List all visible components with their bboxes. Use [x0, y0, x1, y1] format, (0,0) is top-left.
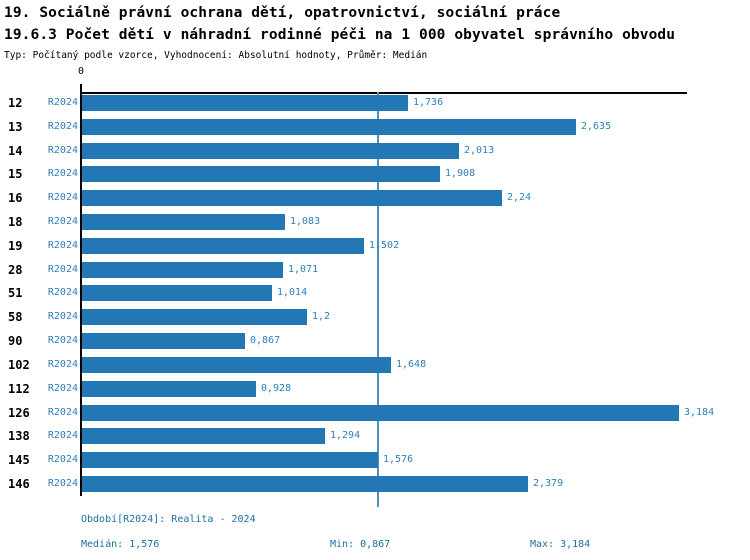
row-series-label: R2024: [47, 216, 78, 227]
bar-value-label: 2,635: [581, 121, 612, 132]
row-category-label: 14: [8, 144, 23, 158]
row-category-label: 102: [8, 358, 30, 372]
bar: [82, 262, 283, 278]
x-axis-tick: [80, 84, 82, 92]
bar-value-label: 3,184: [684, 407, 715, 418]
row-category-label: 145: [8, 453, 30, 467]
bar-value-label: 1,071: [288, 264, 319, 275]
bar-value-label: 2,379: [533, 478, 564, 489]
row-series-label: R2024: [47, 287, 78, 298]
bar: [82, 119, 576, 135]
bar-value-label: 1,502: [369, 240, 400, 251]
row-series-label: R2024: [47, 97, 78, 108]
row-category-label: 19: [8, 239, 23, 253]
bar-value-label: 1,908: [445, 168, 476, 179]
row-category-label: 58: [8, 310, 23, 324]
row-series-label: R2024: [47, 430, 78, 441]
bar-value-label: 1,648: [396, 359, 427, 370]
row-series-label: R2024: [47, 335, 78, 346]
bar: [82, 405, 679, 421]
row-category-label: 138: [8, 429, 30, 443]
median-line: [377, 92, 379, 507]
bar: [82, 357, 391, 373]
row-series-label: R2024: [47, 359, 78, 370]
bar: [82, 190, 502, 206]
bar-value-label: 1,083: [290, 216, 321, 227]
bar: [82, 143, 459, 159]
bar-value-label: 1,2: [312, 311, 331, 322]
footer-min: Min: 0,867: [330, 539, 391, 550]
bar: [82, 428, 325, 444]
page-title-line2: 19.6.3 Počet dětí v náhradní rodinné péč…: [4, 27, 676, 43]
row-category-label: 15: [8, 167, 23, 181]
bar-value-label: 1,294: [330, 430, 361, 441]
footer-period: Období[R2024]: Realita - 2024: [81, 514, 256, 525]
bar-value-label: 0,867: [250, 335, 281, 346]
row-category-label: 12: [8, 96, 23, 110]
bar-value-label: 1,576: [383, 454, 414, 465]
footer-median: Medián: 1,576: [81, 539, 160, 550]
bar: [82, 476, 528, 492]
footer-max: Max: 3,184: [530, 539, 591, 550]
row-series-label: R2024: [47, 478, 78, 489]
bar: [82, 214, 285, 230]
row-series-label: R2024: [47, 454, 78, 465]
row-series-label: R2024: [47, 192, 78, 203]
row-series-label: R2024: [47, 168, 78, 179]
row-series-label: R2024: [47, 311, 78, 322]
row-category-label: 90: [8, 334, 23, 348]
row-category-label: 18: [8, 215, 23, 229]
page-title-line1: 19. Sociálně právní ochrana dětí, opatro…: [4, 5, 561, 21]
row-series-label: R2024: [47, 264, 78, 275]
bar-value-label: 2,24: [507, 192, 532, 203]
row-category-label: 112: [8, 382, 30, 396]
row-category-label: 13: [8, 120, 23, 134]
bar: [82, 381, 256, 397]
row-series-label: R2024: [47, 145, 78, 156]
row-series-label: R2024: [47, 407, 78, 418]
bar: [82, 309, 307, 325]
row-category-label: 28: [8, 263, 23, 277]
row-category-label: 51: [8, 286, 23, 300]
bar-value-label: 1,014: [277, 287, 308, 298]
row-category-label: 16: [8, 191, 23, 205]
bar-value-label: 2,013: [464, 145, 495, 156]
row-series-label: R2024: [47, 121, 78, 132]
y-axis-line: [80, 92, 82, 496]
x-axis-zero-label: 0: [77, 66, 85, 77]
row-category-label: 126: [8, 406, 30, 420]
x-axis-line: [80, 92, 687, 94]
bar-value-label: 0,928: [261, 383, 292, 394]
bar: [82, 285, 272, 301]
bar-value-label: 1,736: [413, 97, 444, 108]
bar: [82, 238, 364, 254]
bar: [82, 333, 245, 349]
bar: [82, 166, 440, 182]
bar: [82, 452, 378, 468]
row-series-label: R2024: [47, 240, 78, 251]
chart-meta: Typ: Počítaný podle vzorce, Vyhodnocení:…: [4, 50, 428, 61]
bar: [82, 95, 408, 111]
row-series-label: R2024: [47, 383, 78, 394]
row-category-label: 146: [8, 477, 30, 491]
